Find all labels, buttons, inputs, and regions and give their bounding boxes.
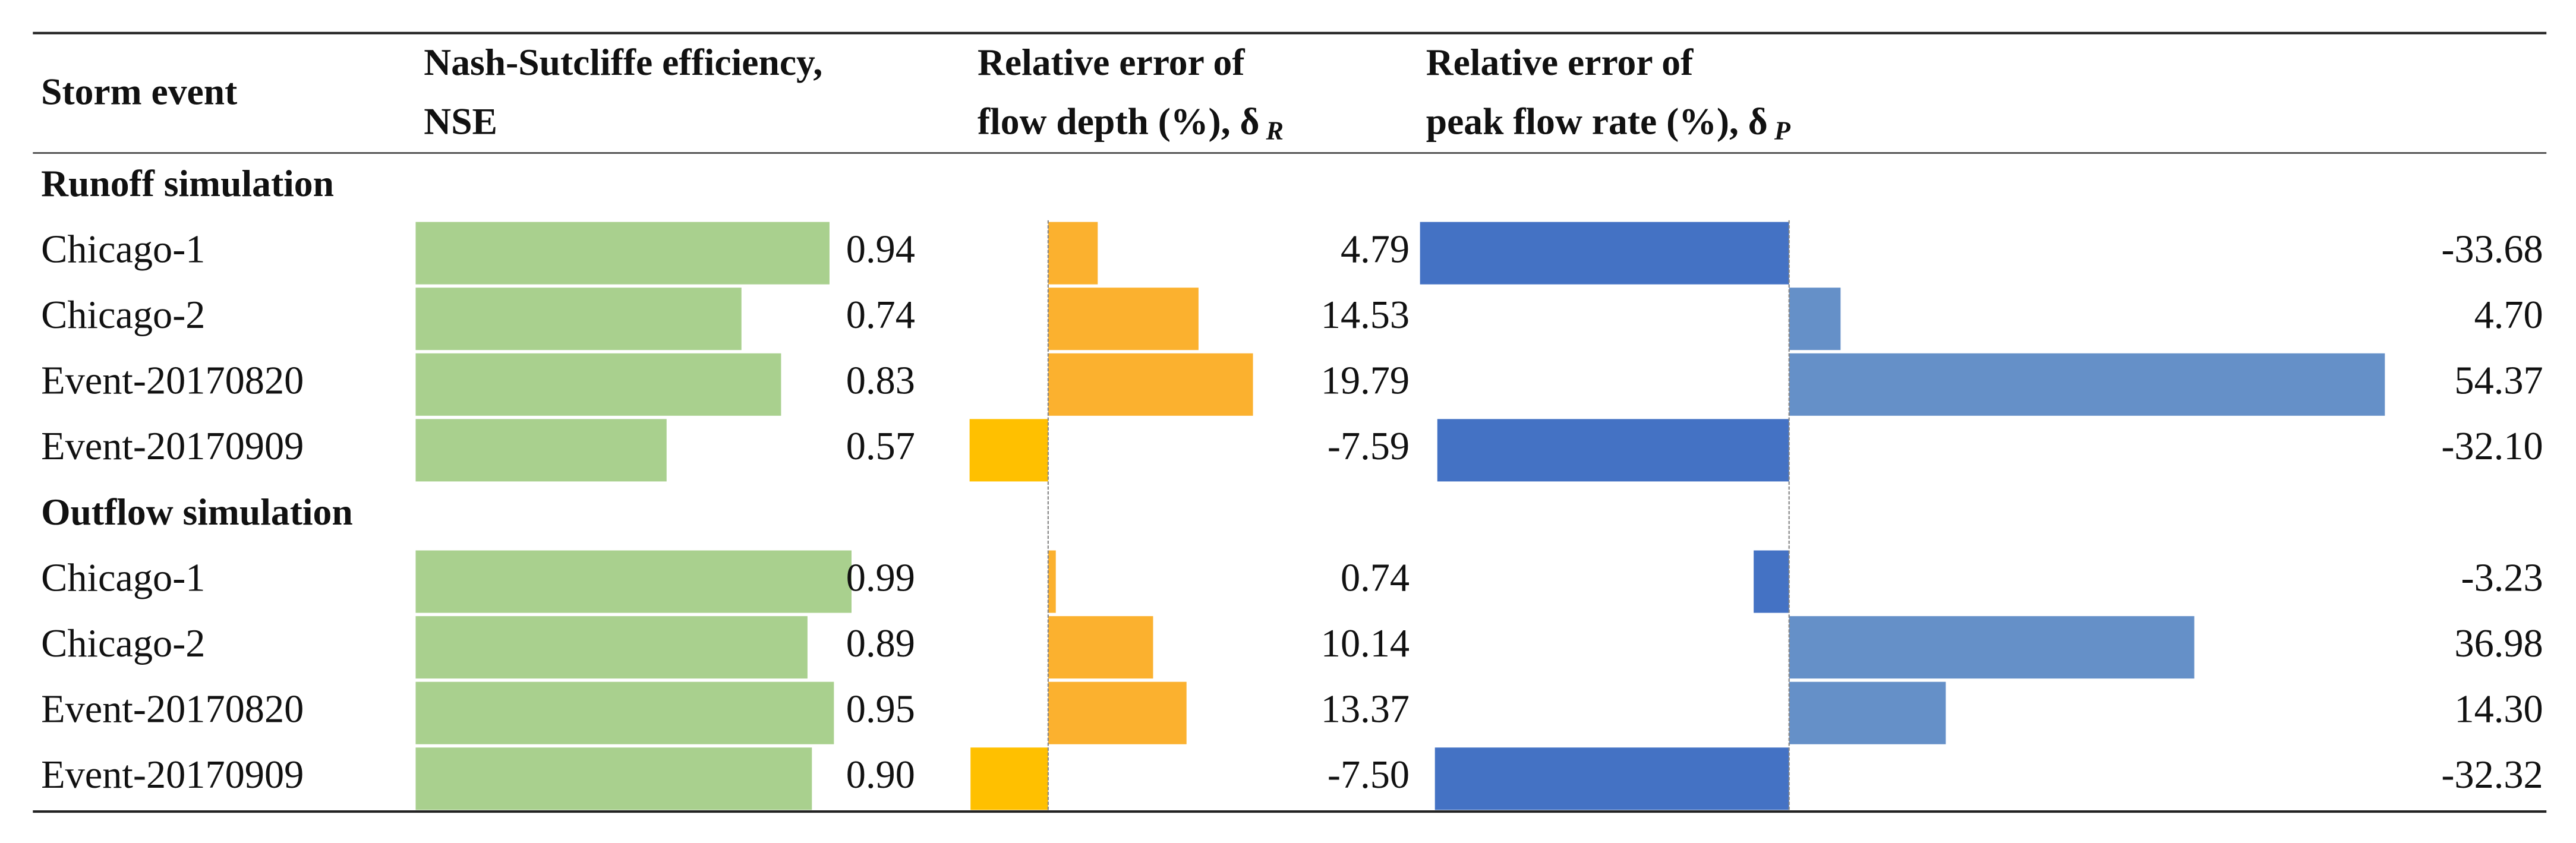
flow-depth-value: 10.14: [1321, 622, 1410, 665]
column-header: Relative error of: [978, 41, 1245, 83]
peak-flow-bar: [1437, 419, 1789, 482]
nse-bar: [415, 419, 667, 482]
flow-depth-value: 0.74: [1341, 556, 1410, 599]
nse-bar: [415, 747, 812, 810]
peak-flow-bar: [1789, 681, 1946, 744]
storm-event: Chicago-2: [41, 622, 205, 665]
flow-depth-bar: [1048, 616, 1153, 679]
nse-value: 0.83: [846, 359, 915, 403]
nse-value: 0.74: [846, 293, 915, 337]
flow-depth-bar: [1048, 681, 1187, 744]
column-header: Storm event: [41, 70, 237, 112]
header-subscript: P: [1774, 116, 1791, 145]
peak-flow-value: -32.10: [2441, 425, 2543, 468]
peak-flow-bar: [1789, 616, 2195, 679]
header-text: Relative error of: [1426, 41, 1694, 83]
flow-depth-value: -7.59: [1328, 425, 1410, 468]
peak-flow-value: 36.98: [2454, 622, 2543, 665]
flow-depth-bar: [1048, 222, 1098, 285]
peak-flow-value: 14.30: [2454, 687, 2543, 731]
header-text: Nash-Sutcliffe efficiency,: [424, 41, 822, 83]
peak-flow-value: -3.23: [2461, 556, 2543, 599]
header-text: NSE: [424, 100, 497, 142]
storm-event: Chicago-1: [41, 556, 205, 599]
peak-flow-value: -33.68: [2441, 228, 2543, 271]
header-text: Storm event: [41, 70, 237, 112]
nse-value: 0.95: [846, 687, 915, 731]
flow-depth-value: 13.37: [1321, 687, 1410, 731]
peak-flow-value: 4.70: [2474, 293, 2543, 337]
column-header: Relative error of: [1426, 41, 1694, 83]
flow-depth-value: -7.50: [1328, 753, 1410, 797]
nse-value: 0.57: [846, 425, 915, 468]
nse-value: 0.94: [846, 228, 915, 271]
nse-bar: [415, 288, 742, 351]
header-text: flow depth (%), δ: [978, 100, 1260, 142]
peak-flow-bar: [1789, 353, 2385, 416]
flow-depth-bar: [1048, 353, 1253, 416]
flow-depth-bar: [1048, 550, 1056, 613]
peak-flow-value: -32.32: [2441, 753, 2543, 797]
nse-value: 0.90: [846, 753, 915, 797]
nse-bar: [415, 681, 834, 744]
header-subscript: R: [1266, 116, 1284, 145]
flow-depth-bar: [970, 747, 1048, 810]
section-title: Runoff simulation: [41, 162, 334, 204]
column-header: NSE: [424, 100, 497, 142]
column-header: Nash-Sutcliffe efficiency,: [424, 41, 822, 83]
nse-bar: [415, 616, 808, 679]
nse-bar: [415, 353, 781, 416]
peak-flow-bar: [1420, 222, 1789, 285]
storm-event: Event-20170820: [41, 359, 304, 403]
peak-flow-bar: [1434, 747, 1789, 810]
storm-event: Chicago-1: [41, 228, 205, 271]
flow-depth-value: 19.79: [1321, 359, 1410, 403]
nse-bar: [415, 550, 852, 613]
storm-event: Event-20170909: [41, 425, 304, 468]
storm-event: Chicago-2: [41, 293, 205, 337]
flow-depth-value: 14.53: [1321, 293, 1410, 337]
nse-bar: [415, 222, 830, 285]
flow-depth-value: 4.79: [1341, 228, 1410, 271]
nse-value: 0.89: [846, 622, 915, 665]
header-text: peak flow rate (%), δ: [1426, 100, 1768, 142]
flow-depth-bar: [969, 419, 1048, 482]
nse-value: 0.99: [846, 556, 915, 599]
storm-event: Event-20170820: [41, 687, 304, 731]
peak-flow-bar: [1789, 288, 1841, 351]
peak-flow-bar: [1754, 550, 1789, 613]
storm-event: Event-20170909: [41, 753, 304, 797]
flow-depth-bar: [1048, 288, 1199, 351]
header-text: Relative error of: [978, 41, 1245, 83]
section-title: Outflow simulation: [41, 491, 353, 533]
peak-flow-value: 54.37: [2454, 359, 2543, 403]
